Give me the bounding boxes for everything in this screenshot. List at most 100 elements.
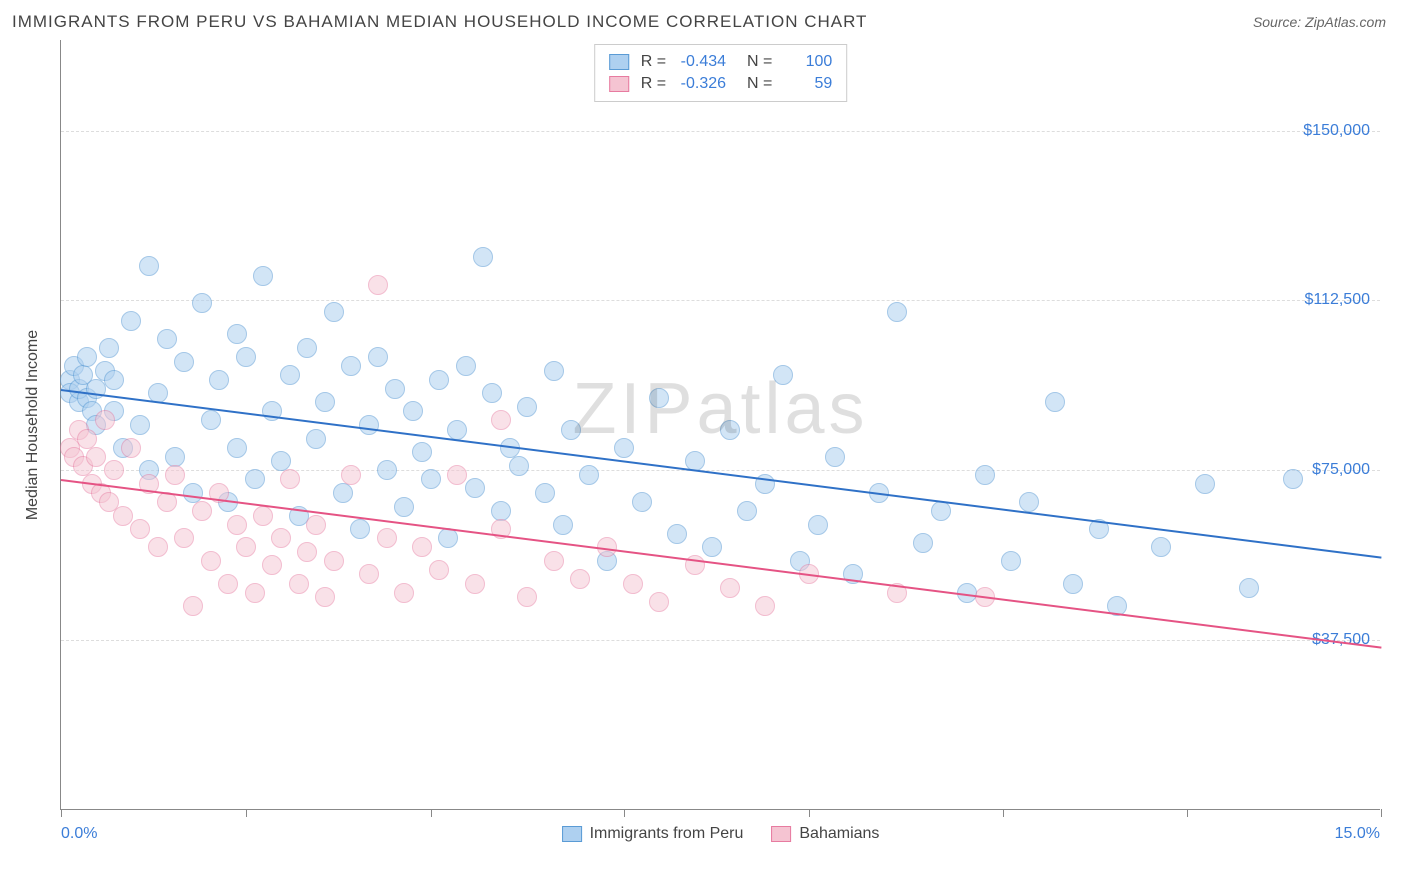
data-point (429, 560, 449, 580)
data-point (245, 469, 265, 489)
data-point (227, 515, 247, 535)
y-tick-label: $150,000 (1303, 122, 1370, 140)
data-point (183, 483, 203, 503)
data-point (324, 551, 344, 571)
legend-row-peru: R = -0.434 N = 100 (609, 51, 833, 73)
data-point (227, 324, 247, 344)
swatch-bahamians-icon (771, 826, 791, 842)
data-point (280, 365, 300, 385)
data-point (368, 347, 388, 367)
data-point (825, 447, 845, 467)
data-point (544, 361, 564, 381)
legend-item-peru: Immigrants from Peru (562, 825, 744, 843)
data-point (385, 379, 405, 399)
data-point (77, 429, 97, 449)
swatch-peru-icon (562, 826, 582, 842)
data-point (465, 478, 485, 498)
data-point (99, 338, 119, 358)
x-tick (431, 809, 432, 817)
data-point (113, 506, 133, 526)
data-point (623, 574, 643, 594)
data-point (121, 438, 141, 458)
data-point (403, 401, 423, 421)
data-point (614, 438, 634, 458)
data-point (333, 483, 353, 503)
data-point (297, 542, 317, 562)
data-point (394, 583, 414, 603)
data-point (174, 528, 194, 548)
legend-row-bahamians: R = -0.326 N = 59 (609, 73, 833, 95)
swatch-bahamians (609, 76, 629, 92)
data-point (218, 574, 238, 594)
data-point (702, 537, 722, 557)
data-point (104, 370, 124, 390)
x-tick (61, 809, 62, 817)
data-point (130, 415, 150, 435)
x-axis-max-label: 15.0% (1335, 825, 1380, 843)
data-point (86, 447, 106, 467)
data-point (975, 465, 995, 485)
data-point (517, 587, 537, 607)
data-point (104, 460, 124, 480)
data-point (165, 465, 185, 485)
data-point (421, 469, 441, 489)
data-point (377, 460, 397, 480)
data-point (1195, 474, 1215, 494)
trend-line (61, 479, 1381, 649)
data-point (253, 506, 273, 526)
data-point (447, 420, 467, 440)
data-point (183, 596, 203, 616)
data-point (315, 587, 335, 607)
data-point (280, 469, 300, 489)
data-point (130, 519, 150, 539)
data-point (755, 596, 775, 616)
data-point (236, 347, 256, 367)
data-point (1283, 469, 1303, 489)
data-point (245, 583, 265, 603)
data-point (227, 438, 247, 458)
data-point (121, 311, 141, 331)
data-point (1001, 551, 1021, 571)
data-point (773, 365, 793, 385)
data-point (544, 551, 564, 571)
data-point (341, 465, 361, 485)
data-point (289, 574, 309, 594)
x-tick (1003, 809, 1004, 817)
source-attribution: Source: ZipAtlas.com (1253, 14, 1386, 30)
chart-container: Median Household Income ZIPatlas R = -0.… (12, 40, 1392, 850)
data-point (491, 410, 511, 430)
data-point (447, 465, 467, 485)
data-point (236, 537, 256, 557)
data-point (649, 388, 669, 408)
x-tick (246, 809, 247, 817)
data-point (297, 338, 317, 358)
correlation-legend: R = -0.434 N = 100 R = -0.326 N = 59 (594, 44, 848, 102)
data-point (394, 497, 414, 517)
data-point (1045, 392, 1065, 412)
gridline (61, 131, 1380, 132)
data-point (570, 569, 590, 589)
data-point (324, 302, 344, 322)
y-tick-label: $112,500 (1304, 291, 1370, 309)
data-point (341, 356, 361, 376)
data-point (148, 537, 168, 557)
data-point (412, 442, 432, 462)
data-point (209, 370, 229, 390)
data-point (553, 515, 573, 535)
data-point (306, 429, 326, 449)
data-point (271, 451, 291, 471)
data-point (1151, 537, 1171, 557)
legend-item-bahamians: Bahamians (771, 825, 879, 843)
data-point (412, 537, 432, 557)
data-point (271, 528, 291, 548)
plot-area: Median Household Income ZIPatlas R = -0.… (60, 40, 1380, 810)
watermark: ZIPatlas (572, 368, 868, 450)
data-point (350, 519, 370, 539)
data-point (1239, 578, 1259, 598)
data-point (192, 501, 212, 521)
swatch-peru (609, 54, 629, 70)
data-point (192, 293, 212, 313)
gridline (61, 640, 1380, 641)
data-point (517, 397, 537, 417)
data-point (649, 592, 669, 612)
